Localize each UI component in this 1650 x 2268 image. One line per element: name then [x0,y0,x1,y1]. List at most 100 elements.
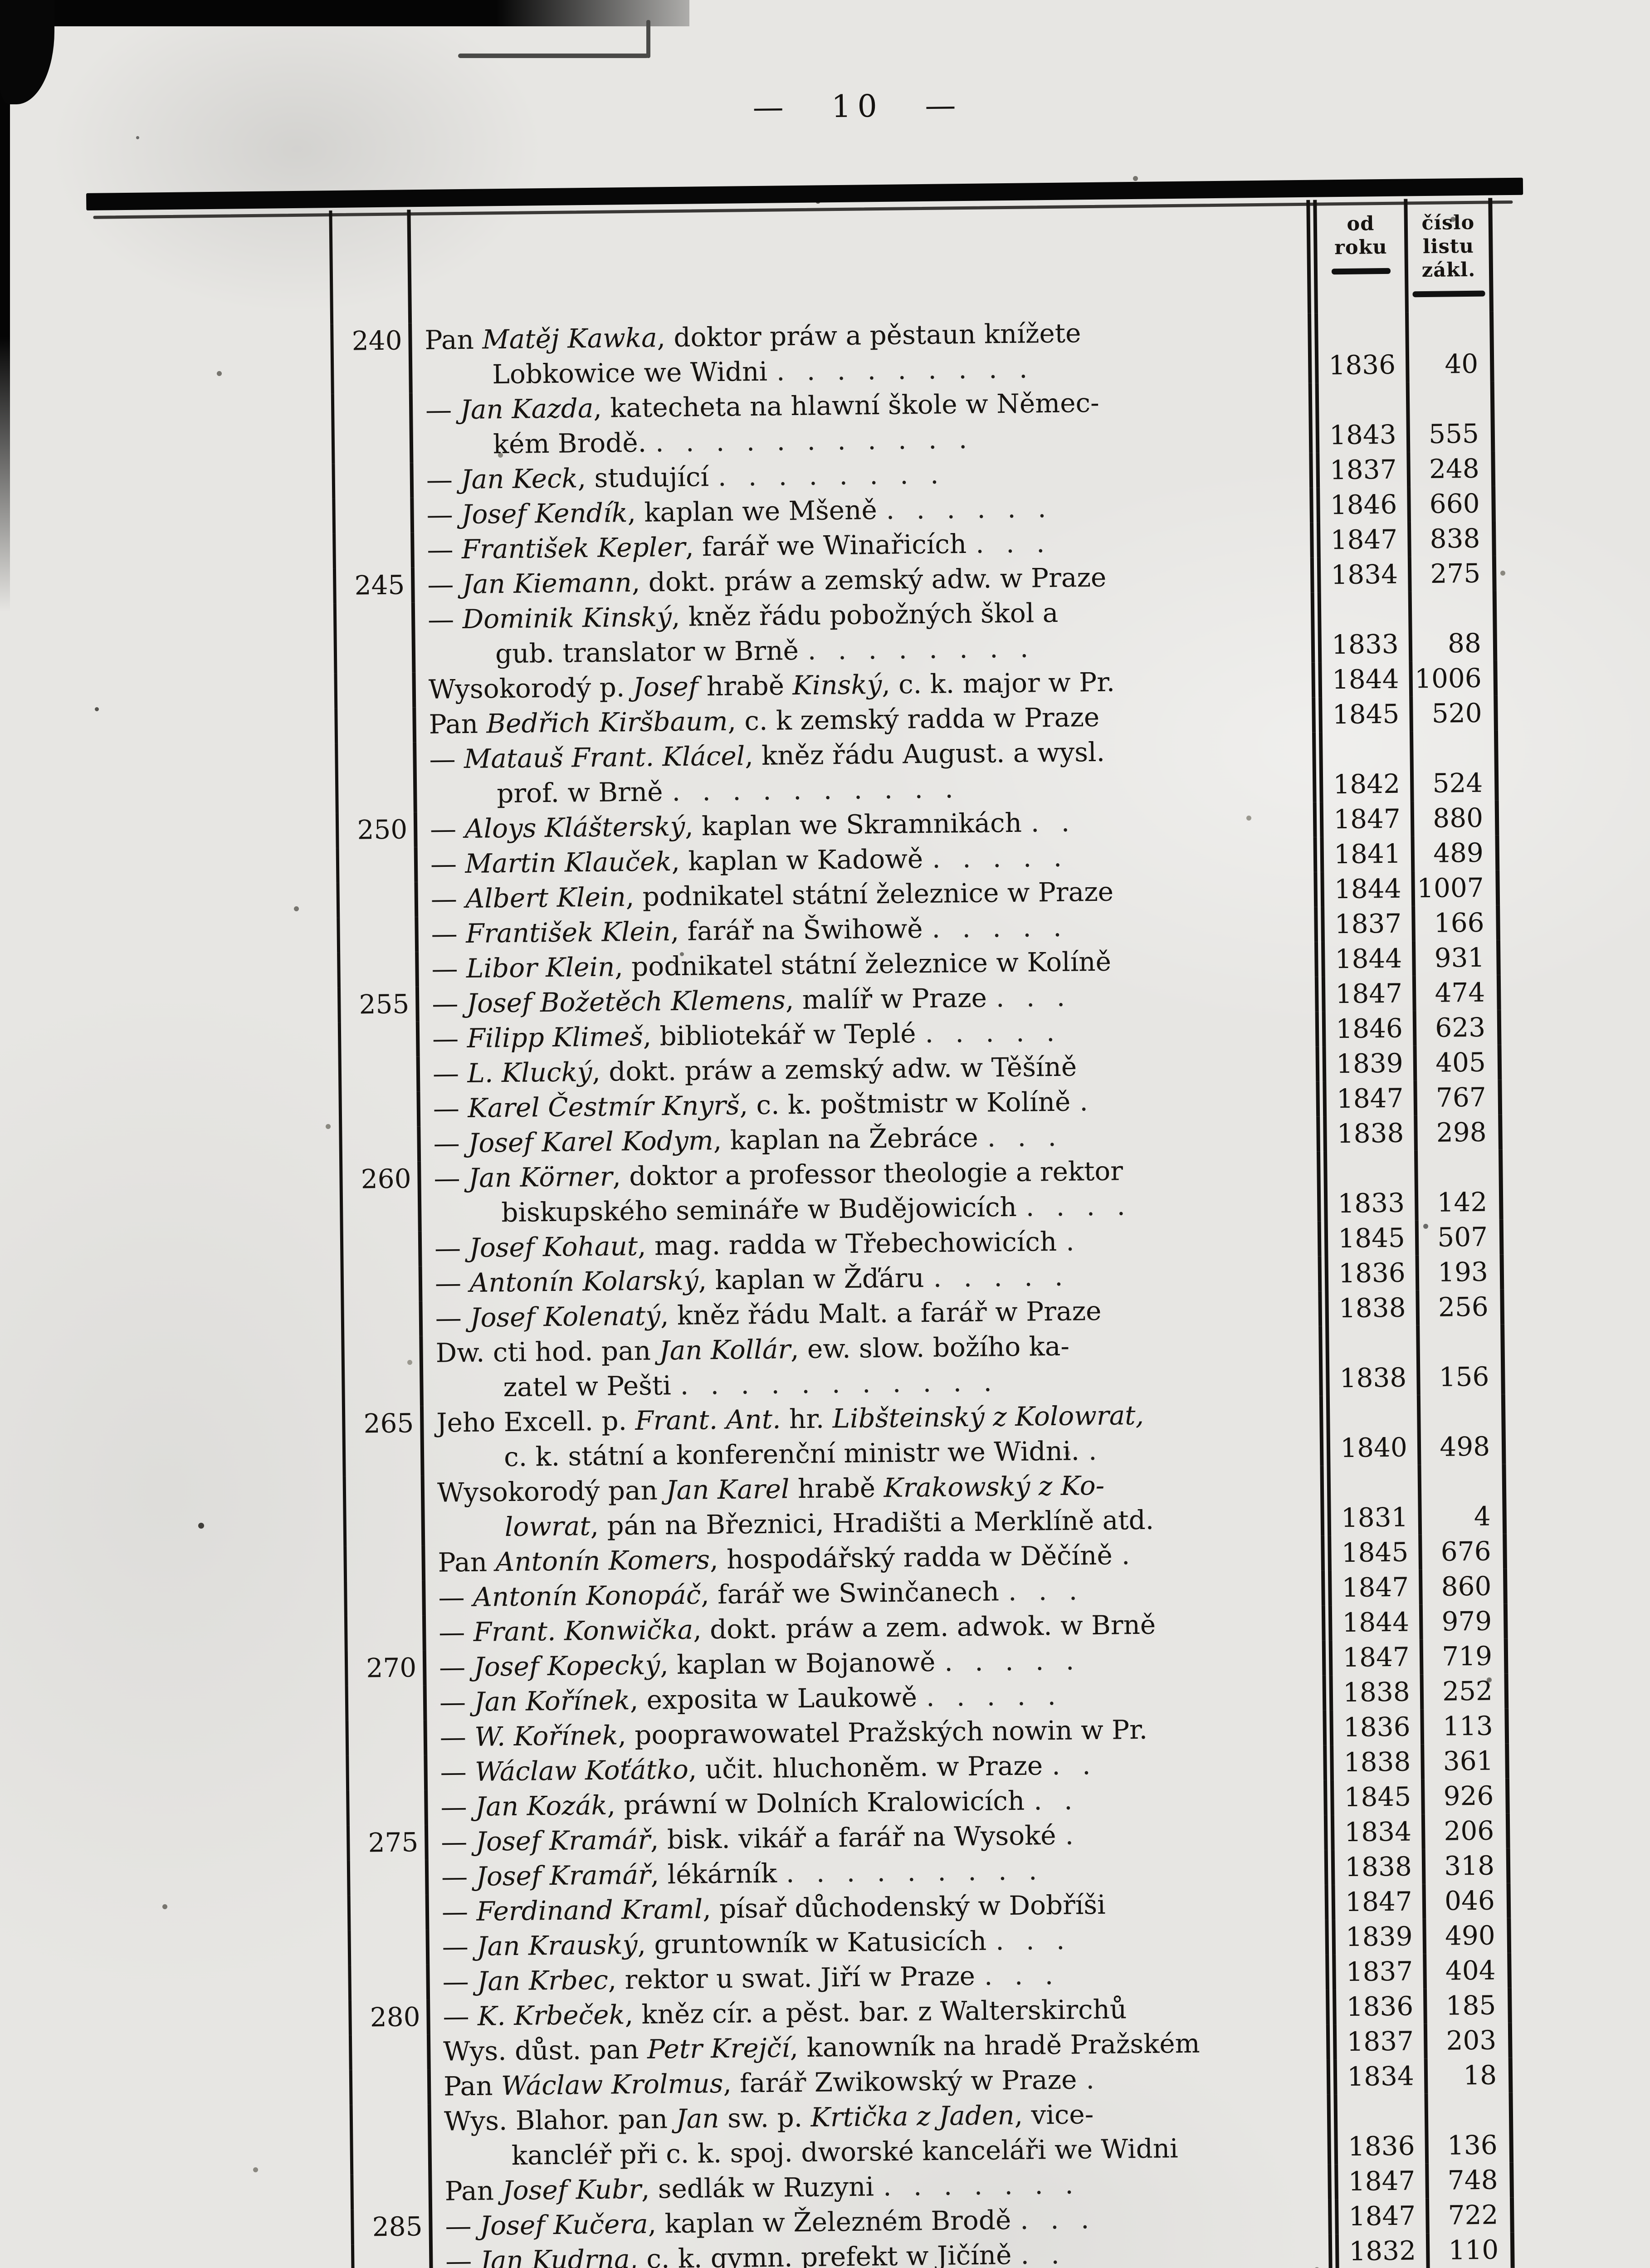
year-cell: 1832 [1328,2233,1426,2268]
entry-number [342,1476,425,1546]
listno-value: 838 [1430,523,1480,554]
entry-number: 255 [337,987,420,1023]
year-value: 1847 [1342,1571,1409,1603]
entry-segment: Wysokorodý pan [437,1475,666,1508]
year-header-rule [1331,268,1391,275]
listno-cell: 166 [1411,905,1500,941]
year-cell: 1839 [1315,1046,1414,1082]
listno-value: 275 [1430,557,1481,589]
year-value: 1845 [1332,698,1400,730]
year-cell: 1847 [1328,2198,1426,2234]
entry-number [341,1301,423,1337]
person-name: Josef Kendík [461,497,628,530]
year-cell: 1838 [1318,1290,1416,1326]
listno-cell: 490 [1422,1918,1512,1954]
entry-segment: — [434,1232,469,1264]
dot-leader: . . . . . . . . [718,459,940,492]
entry-segment: , c. k. gymn. prefekt w Jičíně [630,2239,1012,2268]
year-value: 1837 [1334,908,1402,940]
dot-leader: . [1065,1819,1075,1851]
entry-segment: — [429,743,464,775]
listno-cell: 979 [1419,1603,1508,1640]
person-name: Albert Klein [465,881,626,914]
listno-cell: 4 [1417,1464,1507,1535]
entry-segment: — [435,1302,470,1334]
entry-segment: — [431,918,466,949]
entry-segment: — [438,1581,474,1613]
dot-leader: . . . . . . . . . . . [655,423,968,458]
entry-segment: , pán na Březnici, Hradišti a Merklíně a… [590,1504,1154,1542]
year-value: 1844 [1342,1606,1410,1638]
listno-value: 185 [1445,1989,1496,2021]
year-cell: 1834 [1326,2058,1425,2095]
dot-leader: . . . . . . . . [807,632,1030,666]
entry-segment: — [426,499,462,530]
entry-segment: , sedlák w Ruzyni [641,2171,874,2204]
entry-segment: — [445,2245,481,2268]
table-row: — Dominik Kinský, kněz řádu pobožných šk… [333,591,1498,674]
listno-value: 498 [1439,1431,1490,1462]
dot-leader: . . . [996,981,1066,1013]
year-value: 1837 [1329,454,1397,486]
listno-value: 722 [1448,2199,1499,2231]
year-value: 1844 [1334,873,1401,905]
entry-segment: c. k. státní a konferenční ministr we Wi… [503,1435,1080,1473]
year-value: 1846 [1330,489,1397,521]
listno-value: 489 [1433,837,1484,869]
person-name: K. Krbeček [477,1999,625,2032]
entry-number: 275 [346,1825,429,1861]
listno-cell: 498 [1416,1394,1506,1465]
year-cell: 1837 [1326,2024,1424,2060]
entry-segment: — [430,848,465,880]
listno-cell: 767 [1413,1080,1503,1116]
entry-segment: kancléř při c. k. spoj. dworské kancelář… [511,2133,1179,2171]
listno-cell: 660 [1407,486,1496,522]
entry-number [345,1685,427,1721]
dot-leader: . . . . . . . . . . . [680,1366,993,1401]
year-value: 1832 [1349,2235,1416,2267]
year-cell: 1838 [1324,1849,1422,1885]
listno-value: 404 [1445,1955,1496,1986]
entry-segment: — [441,1861,476,1892]
year-value: 1834 [1347,2060,1415,2092]
dot-leader: . . . . . . . . . [786,1855,1038,1889]
entry-number [337,917,419,953]
listno-cell: 113 [1420,1708,1509,1745]
dot-leader: . [1079,1086,1089,1117]
entry-segment: — [433,1127,469,1159]
year-cell: 1847 [1316,1080,1414,1117]
year-cell: 1847 [1328,2163,1425,2200]
entry-number [332,533,415,569]
listno-cell: 489 [1411,835,1500,871]
entry-segment: biskupského semináře w Budějowicích [501,1191,1017,1228]
person-name: Jan Kudrna [480,2244,630,2268]
year-cell: 1838 [1316,1115,1414,1152]
entry-number [346,1755,428,1791]
entry-number [340,1231,422,1267]
year-cell: 1845 [1312,696,1410,733]
entry-number [339,1126,421,1163]
year-cell: 1833 [1310,591,1409,663]
entry-number [336,847,418,883]
person-name: Wáclaw Koťátko [474,1754,689,1787]
person-name: Matauš Frant. Klácel [464,740,745,775]
entry-segment: Pan [438,1546,496,1578]
year-cell: 1837 [1309,452,1407,488]
listno-value: 18 [1463,2059,1497,2091]
listno-value: 256 [1438,1291,1489,1323]
year-value: 1838 [1342,1676,1411,1708]
entry-segment: , c. k zemský radda w Praze [727,701,1100,737]
entry-segment: hr. [781,1403,833,1435]
entry-segment: , ew. slow. božího ka- [790,1330,1070,1365]
entry-segment: , kaplan na Žebráce [713,1122,979,1156]
year-value: 1839 [1345,1921,1413,1953]
listno-cell: 520 [1409,695,1498,732]
entry-number [338,1056,420,1093]
dot-leader: . . . . . [925,1016,1056,1049]
listno-value: 206 [1444,1815,1494,1847]
person-name: Jan [676,2103,720,2135]
entry-segment: , lékárník [650,1857,777,1890]
entry-segment: , dokt. práw a zemský adw. w Těšíně [592,1051,1077,1088]
entry-segment: — [440,1791,476,1823]
listno-value: 507 [1437,1221,1488,1253]
